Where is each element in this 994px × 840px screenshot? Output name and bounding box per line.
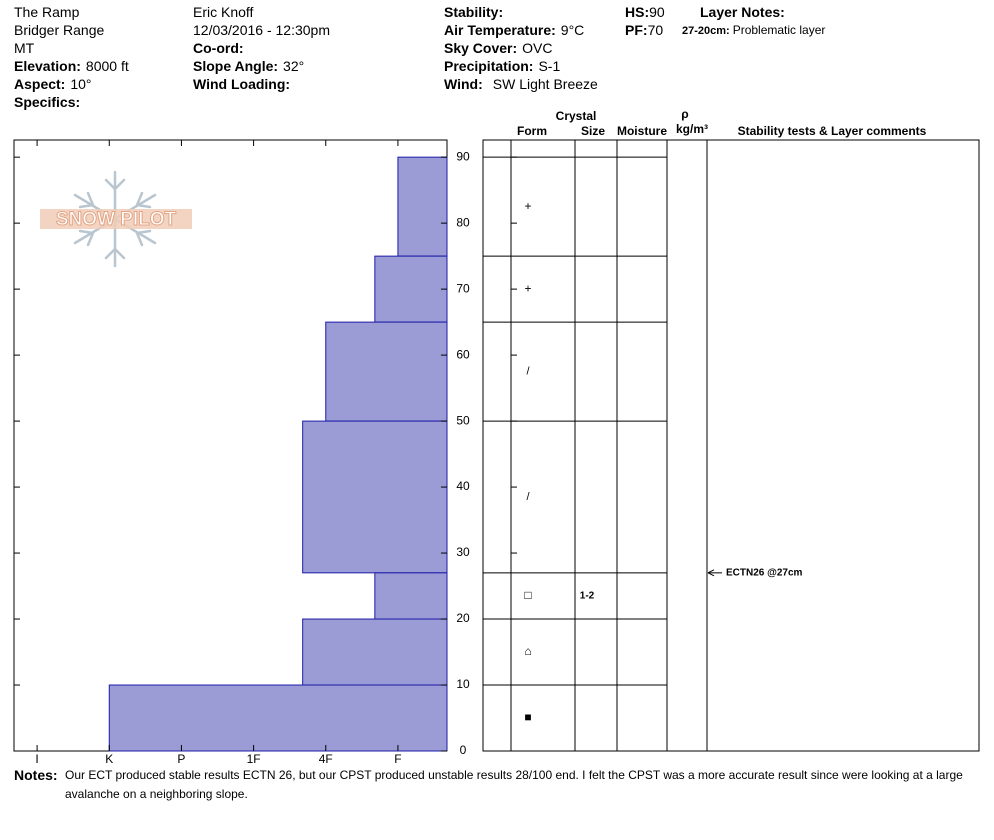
- field-value: OVC: [522, 40, 553, 56]
- notes-label: Notes:: [14, 767, 58, 783]
- field-label: Stability:: [444, 4, 504, 20]
- header-density-unit: kg/m³: [676, 122, 708, 136]
- table-frame: [482, 139, 980, 752]
- field: Stability:: [444, 3, 503, 21]
- test-label: ECTN26 @27cm: [726, 567, 803, 578]
- y-tick-label: 10: [456, 677, 470, 691]
- field-label: Slope Angle:: [193, 58, 279, 74]
- field: Precipitation: S-1: [444, 57, 560, 75]
- grain-form: /: [526, 366, 530, 378]
- header-form: Form: [517, 124, 547, 138]
- field: Aspect: 10°: [14, 75, 92, 93]
- y-tick-label: 30: [456, 545, 470, 559]
- field-label: Layer Notes:: [700, 4, 785, 20]
- location: The Ramp: [14, 4, 80, 20]
- hardness-bar: [302, 618, 448, 686]
- y-tick-label: 60: [456, 347, 470, 361]
- field: Sky Cover: OVC: [444, 39, 553, 57]
- field: Co-ord:: [193, 39, 244, 57]
- grain-form: ⌂: [524, 644, 531, 658]
- x-tick-label: 1F: [247, 752, 261, 766]
- field-label: Sky Cover:: [444, 40, 518, 56]
- y-tick-label: 50: [456, 413, 470, 427]
- field-value: 90: [649, 4, 665, 20]
- state: MT: [14, 40, 35, 56]
- header-comments: Stability tests & Layer comments: [738, 124, 927, 138]
- field-value: S-1: [538, 58, 561, 74]
- field-label: Wind Loading:: [193, 76, 291, 92]
- field: Air Temperature: 9°C: [444, 21, 584, 39]
- x-tick-label: 4F: [319, 752, 333, 766]
- field-label: Elevation:: [14, 58, 81, 74]
- field-value: 32°: [283, 58, 305, 74]
- field-value: 10°: [70, 76, 92, 92]
- field-value: 9°C: [560, 22, 585, 38]
- hardness-bar: [108, 684, 448, 752]
- hardness-bar: [374, 572, 448, 620]
- field: Layer Notes:: [700, 3, 785, 21]
- y-tick-label: 80: [456, 215, 470, 229]
- field-value: 70: [647, 22, 664, 38]
- field-label: Co-ord:: [193, 40, 244, 56]
- y-tick-label: 90: [456, 149, 470, 163]
- grain-form: ■: [524, 710, 531, 724]
- y-tick-label: 20: [456, 611, 470, 625]
- grain-size: 1-2: [580, 591, 595, 602]
- y-tick-label: 0: [460, 743, 467, 757]
- layer-note-text: Problematic layer: [732, 23, 826, 37]
- x-tick-label: P: [177, 752, 185, 766]
- grain-form: /: [526, 491, 530, 503]
- hardness-bar: [325, 321, 448, 422]
- datetime: 12/03/2016 - 12:30pm: [193, 22, 330, 38]
- header-size: Size: [581, 124, 605, 138]
- layer-note: 27-20cm: Problematic layer: [682, 21, 825, 40]
- grain-form: □: [524, 588, 531, 602]
- logo-branch: [78, 178, 152, 260]
- layer-note-range: 27-20cm:: [682, 25, 730, 37]
- field-label: Aspect:: [14, 76, 66, 92]
- logo-band: [40, 209, 192, 229]
- field: Slope Angle: 32°: [193, 57, 304, 75]
- field-label: Precipitation:: [444, 58, 534, 74]
- logo-text: SNOW PILOT: [56, 209, 177, 230]
- field: Specifics:: [14, 93, 80, 111]
- header-crystal: Crystal: [556, 109, 597, 123]
- hardness-bar: [374, 255, 448, 323]
- field: PF:70: [625, 21, 663, 39]
- table-header: Crystal Form Size Moisture ρ kg/m³ Stabi…: [517, 107, 927, 138]
- observer: Eric Knoff: [193, 4, 254, 20]
- notes-text: Our ECT produced stable results ECTN 26,…: [65, 768, 963, 801]
- header-moisture: Moisture: [617, 124, 667, 138]
- field: Wind Loading:: [193, 75, 290, 93]
- y-tick-label: 70: [456, 281, 470, 295]
- field-label: Air Temperature:: [444, 22, 556, 38]
- range: Bridger Range: [14, 22, 105, 38]
- field-value: 8000 ft: [85, 58, 129, 74]
- field: Wind: SW Light Breeze: [444, 75, 598, 93]
- field: Elevation: 8000 ft: [14, 57, 129, 75]
- field-label: PF:: [625, 22, 648, 38]
- grain-form: +: [524, 281, 531, 295]
- header-rho: ρ: [681, 107, 688, 121]
- hardness-bar: [397, 156, 448, 257]
- notes: Notes: Our ECT produced stable results E…: [14, 766, 980, 804]
- table-columns: [510, 140, 708, 751]
- field-label: Wind:: [444, 76, 483, 92]
- x-tick-label: F: [394, 752, 401, 766]
- grain-form: +: [524, 199, 531, 213]
- y-tick-label: 40: [456, 479, 470, 493]
- hardness-bar: [302, 420, 448, 574]
- logo: SNOW PILOT: [40, 170, 192, 268]
- test-arrow-head: [707, 569, 715, 577]
- x-tick-label: K: [105, 752, 113, 766]
- x-tick-label: I: [35, 752, 38, 766]
- field: HS:90: [625, 3, 665, 21]
- field-label: HS:: [625, 4, 650, 20]
- field-value: SW Light Breeze: [492, 76, 598, 92]
- field-label: Specifics:: [14, 94, 81, 110]
